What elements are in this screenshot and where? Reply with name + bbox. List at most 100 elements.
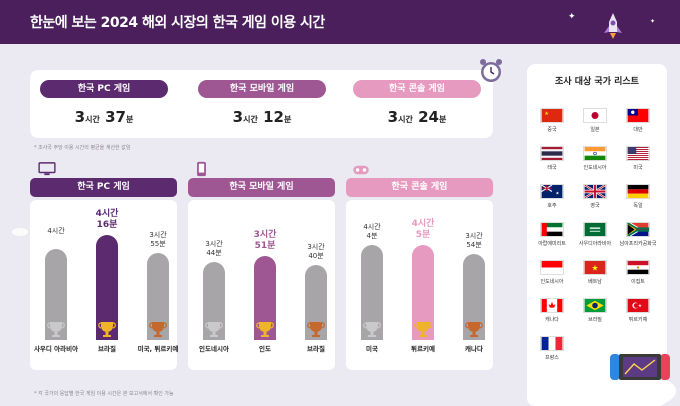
country-name: 사우디아라비아 [578, 241, 612, 247]
country-item: 미국 [618, 146, 658, 171]
country-item: 영국 [575, 184, 615, 209]
trophy-gold-icon [98, 322, 116, 337]
chart-bar-gold [254, 256, 276, 340]
trophy-gold-icon [414, 322, 432, 337]
canada-flag-icon [540, 298, 564, 313]
chart-bar-silver [361, 245, 383, 340]
minutes-unit: 분 [438, 115, 447, 124]
country-list-title: 조사 대상 국가 리스트 [555, 77, 639, 87]
panel-title-pc: 한국 PC 게임 [30, 178, 177, 197]
minutes-value: 37 [105, 108, 126, 126]
country-item: ★ 튀르키예 [618, 298, 658, 323]
svg-text:★: ★ [638, 303, 642, 309]
sparkle-icon: ✦ [568, 12, 576, 22]
vietnam-flag-icon: ★ [583, 260, 607, 275]
country-item: 인도네시아 [575, 146, 615, 171]
country-name: 튀르키예 [628, 317, 648, 323]
summary-note: * 조사국 주당 이용 시간의 평균을 계산한 값임 [34, 145, 131, 151]
trophy-silver-icon [205, 322, 223, 337]
chart-bar-bronze [147, 252, 169, 340]
summary-pill-mobile: 한국 모바일 게임 [198, 80, 326, 98]
chart-bar-silver [203, 262, 225, 340]
country-item: 사우디아라비아 [575, 222, 615, 247]
cloud-decoration [636, 378, 676, 404]
hours-unit: 시간 [243, 115, 258, 124]
country-name: 일본 [590, 127, 600, 133]
country-name: 중국 [547, 127, 557, 133]
country-name: 대만 [633, 127, 643, 133]
summary-time-console: 3시간 24분 [353, 108, 481, 126]
chart-bar-bronze [305, 265, 327, 340]
country-item: 일본 [575, 108, 615, 133]
country-label: 미국, 튀르키예 [137, 345, 179, 353]
bar-value-label: 3시간 40분 [307, 243, 325, 261]
country-name: 태국 [547, 165, 557, 171]
country-name: 아랍에미리트 [538, 241, 566, 247]
panel-pc: 4시간 사우디 아라비아 4시간 16분 브라질 3시간 55분 미국, 튀르키예 [30, 200, 178, 370]
header-banner: 한눈에 보는 2024 해외 시장의 한국 게임 이용 시간 ✦ ✦ [0, 0, 680, 44]
indonesia-flag-icon [540, 260, 564, 275]
france-flag-icon [540, 336, 564, 351]
country-name: 이집트 [631, 279, 645, 285]
summary-pill-pc: 한국 PC 게임 [40, 80, 168, 98]
country-name: 브라질 [588, 317, 602, 323]
cloud-decoration [12, 228, 28, 236]
uae-flag-icon [540, 222, 564, 237]
minutes-value: 12 [263, 108, 284, 126]
taiwan-flag-icon [626, 108, 650, 123]
country-name: 인도네시아 [540, 279, 564, 285]
svg-text:★: ★ [555, 191, 559, 197]
hours-value: 3 [387, 108, 399, 126]
south-africa-flag-icon [626, 222, 650, 237]
china-flag-icon: ★ [540, 108, 564, 123]
hours-unit: 시간 [85, 115, 100, 124]
summary-time-pc: 3시간 37분 [40, 108, 168, 126]
country-item: 캐나다 [532, 298, 572, 323]
svg-text:★: ★ [592, 264, 599, 273]
germany-flag-icon [626, 184, 650, 199]
page-title: 한눈에 보는 2024 해외 시장의 한국 게임 이용 시간 [30, 15, 325, 31]
trophy-silver-icon [363, 322, 381, 337]
minutes-unit: 분 [283, 115, 292, 124]
country-item: 프랑스 [532, 336, 572, 361]
country-label: 미국 [366, 345, 378, 353]
usa-flag-icon [626, 146, 650, 161]
trophy-silver-icon [47, 322, 65, 337]
japan-flag-icon [583, 108, 607, 123]
uk-flag-icon [583, 184, 607, 199]
bar-value-label: 4시간 5분 [411, 218, 435, 240]
summary-card: 한국 PC 게임 3시간 37분 한국 모바일 게임 3시간 12분 한국 콘솔… [30, 70, 493, 138]
country-name: 베트남 [588, 279, 602, 285]
bar-value-label: 4시간 16분 [95, 209, 119, 231]
hours-value: 3 [74, 108, 86, 126]
alarm-clock-icon [480, 59, 502, 82]
country-item: 독일 [618, 184, 658, 209]
trophy-bronze-icon [149, 322, 167, 337]
svg-text:★: ★ [544, 111, 549, 117]
saudi-flag-icon [583, 222, 607, 237]
bar-value-label: 3시간 55분 [149, 230, 167, 248]
game-console-icon [610, 354, 670, 380]
chart-bar-silver [45, 248, 67, 340]
country-label: 사우디 아라비아 [33, 345, 79, 353]
australia-flag-icon: ★ [540, 184, 564, 199]
bar-value-label: 4시간 4분 [363, 223, 381, 241]
country-label: 브라질 [307, 345, 325, 353]
country-label: 튀르키예 [411, 345, 435, 353]
country-name: 남아프리카공화국 [619, 241, 657, 247]
country-name: 프랑스 [545, 355, 559, 361]
sparkle-icon: ✦ [650, 18, 656, 25]
bar-value-label: 4시간 [47, 226, 65, 235]
minutes-value: 24 [418, 108, 439, 126]
rocket-icon [604, 13, 622, 39]
panel-title-console: 한국 콘솔 게임 [346, 178, 493, 197]
turkey-flag-icon: ★ [626, 298, 650, 313]
panel-console: 4시간 4분 미국 4시간 5분 튀르키예 3시간 54분 캐나다 [346, 200, 493, 370]
country-name: 호주 [547, 203, 557, 209]
footer-note: * 각 국가의 응답별 한국 게임 이용 시간은 본 보고서에서 확인 가능 [34, 391, 174, 397]
trophy-bronze-icon [465, 322, 483, 337]
summary-pill-console: 한국 콘솔 게임 [353, 80, 481, 98]
brazil-flag-icon [583, 298, 607, 313]
phone-icon [197, 161, 206, 177]
country-item: 이집트 [618, 260, 658, 285]
